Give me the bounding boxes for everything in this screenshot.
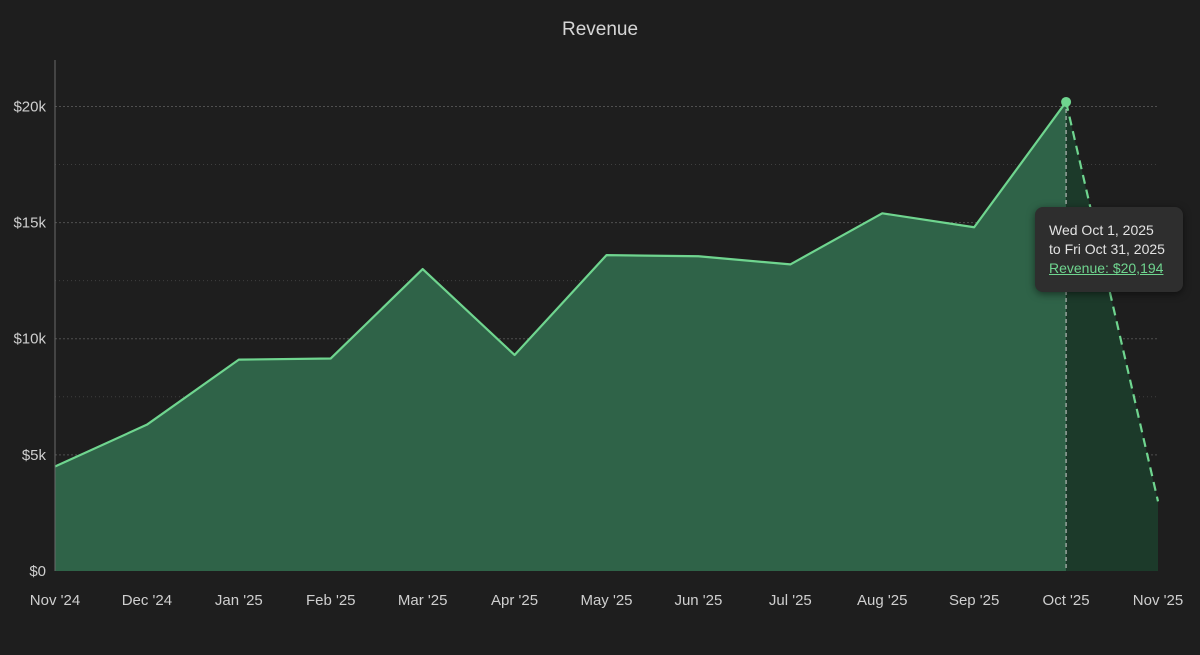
x-tick-label: Jul '25 <box>769 592 812 609</box>
y-tick-label: $5k <box>22 447 47 464</box>
area-layer <box>55 101 1158 571</box>
tooltip-date-end: to Fri Oct 31, 2025 <box>1049 241 1165 257</box>
y-tick-label: $0 <box>29 563 46 580</box>
x-tick-label: Jan '25 <box>215 592 263 609</box>
x-tick-label: Apr '25 <box>491 592 538 609</box>
chart-title: Revenue <box>562 19 638 40</box>
x-tick-label: Sep '25 <box>949 592 999 609</box>
chart-tooltip: Wed Oct 1, 2025 to Fri Oct 31, 2025 Reve… <box>1035 207 1183 292</box>
y-tick-label: $20k <box>13 98 46 115</box>
x-tick-label: May '25 <box>580 592 632 609</box>
series-line-projected <box>1065 101 1160 502</box>
axis-layer: $0 $5k $10k $15k $20k Nov '24 Dec '24 Jan '25 Fe… <box>13 60 1183 609</box>
data-point-highlight[interactable] <box>1061 96 1072 107</box>
area-fill-projected <box>1066 101 1158 571</box>
y-tick-label: $10k <box>13 331 46 348</box>
x-tick-label: Oct '25 <box>1043 592 1090 609</box>
x-tick-label: Nov '24 <box>30 592 80 609</box>
x-tick-label: Feb '25 <box>306 592 356 609</box>
area-fill <box>55 101 1067 571</box>
x-tick-label: Mar '25 <box>398 592 448 609</box>
x-tick-label: Aug '25 <box>857 592 907 609</box>
tooltip-value: Revenue: $20,194 <box>1049 260 1164 276</box>
line-layer <box>54 101 1160 502</box>
marker-layer[interactable] <box>1061 96 1072 571</box>
x-tick-label: Dec '24 <box>122 592 172 609</box>
x-tick-label: Jun '25 <box>674 592 722 609</box>
series-line <box>54 101 1067 468</box>
x-tick-label: Nov '25 <box>1133 592 1183 609</box>
y-tick-label: $15k <box>13 215 46 232</box>
tooltip-date-start: Wed Oct 1, 2025 <box>1049 222 1154 238</box>
